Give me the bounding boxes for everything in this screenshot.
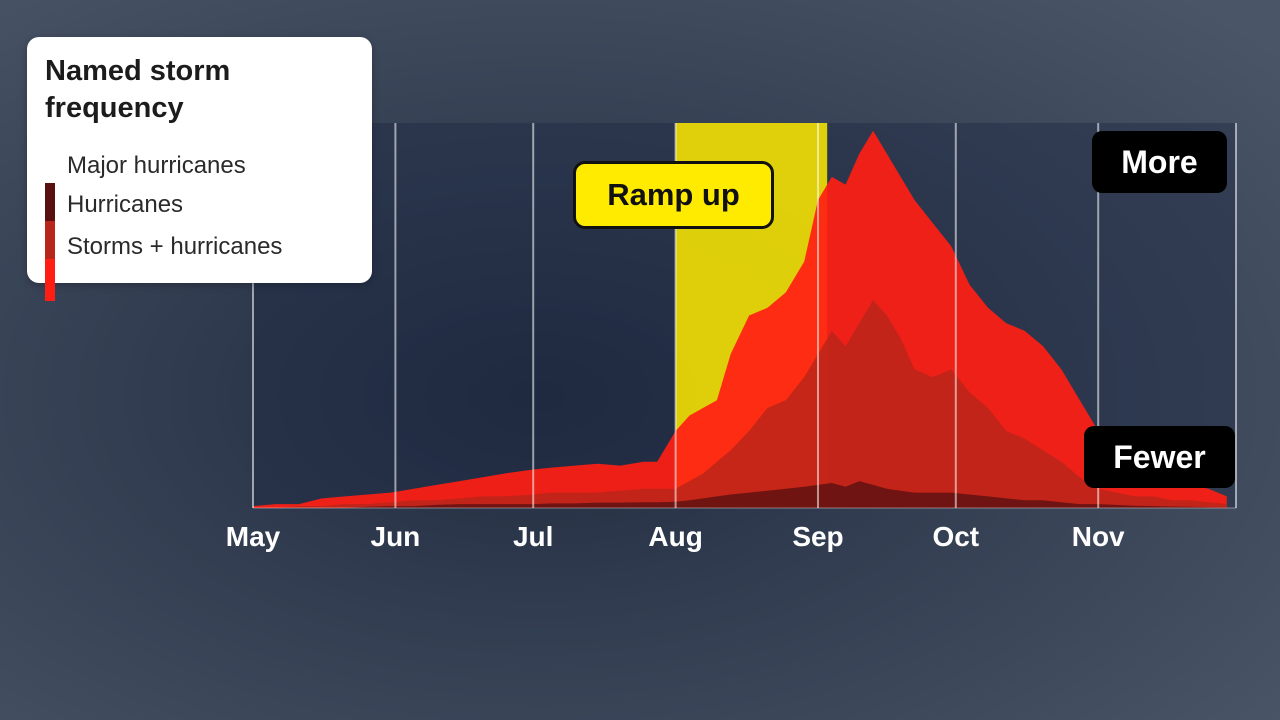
legend: Named storm frequency Major hurricanes H… <box>27 37 372 301</box>
legend-label-hurricanes: Hurricanes <box>67 191 184 218</box>
legend-label-storms-hurricanes: Storms + hurricanes <box>67 233 283 260</box>
x-tick-label-may: May <box>226 521 281 552</box>
x-tick-label-aug: Aug <box>648 521 702 552</box>
x-tick-label-jul: Jul <box>513 521 553 552</box>
more-label: More <box>1092 131 1227 193</box>
fewer-label: Fewer <box>1084 426 1235 488</box>
x-tick-label-jun: Jun <box>371 521 421 552</box>
legend-swatch-hurricanes <box>45 221 55 259</box>
x-tick-label-sep: Sep <box>792 521 843 552</box>
legend-title: Named storm frequency <box>45 55 231 124</box>
legend-label-major-hurricanes: Major hurricanes <box>67 152 246 179</box>
legend-swatch-storms-hurricanes <box>45 259 55 301</box>
x-tick-label-oct: Oct <box>932 521 979 552</box>
area-series-hurricanes <box>253 300 1227 508</box>
ramp-up-label: Ramp up <box>573 161 774 229</box>
x-tick-label-nov: Nov <box>1072 521 1125 552</box>
area-series-major-hurricanes <box>253 481 1227 508</box>
legend-swatch-major-hurricanes <box>45 183 55 221</box>
